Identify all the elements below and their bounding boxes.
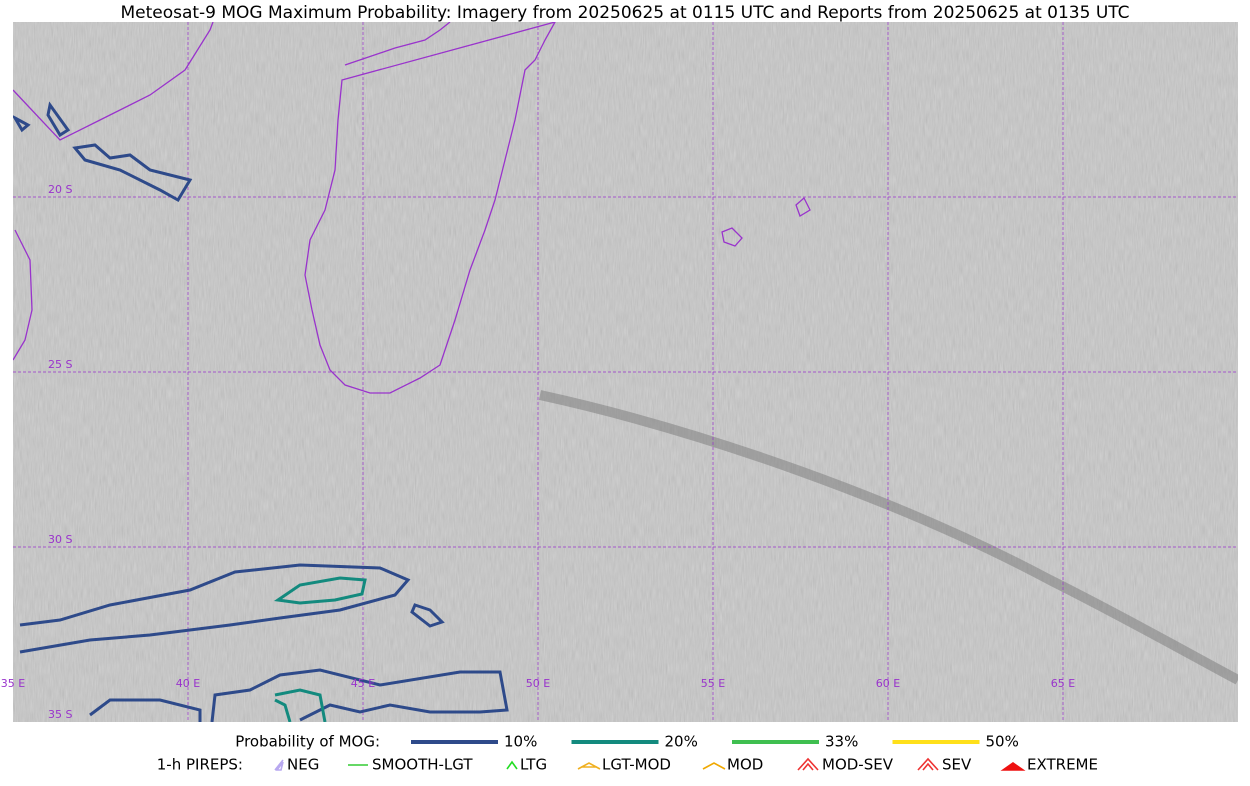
coastlines — [13, 22, 811, 394]
pirep-symbol — [1000, 762, 1026, 771]
title: Meteosat-9 MOG Maximum Probability: Imag… — [120, 3, 1129, 23]
lat-label: 30 S — [48, 533, 72, 546]
lon-label: 60 E — [876, 677, 900, 690]
lat-label: 25 S — [48, 358, 72, 371]
pirep-label: EXTREME — [1027, 756, 1098, 774]
lon-label: 40 E — [176, 677, 200, 690]
pirep-label: SMOOTH-LGT — [372, 756, 473, 774]
pirep-symbol — [797, 757, 819, 771]
legend-label: 10% — [504, 733, 537, 751]
legend-title: Probability of MOG: — [235, 733, 380, 751]
pirep-symbol — [917, 757, 939, 771]
contour-10-south — [19, 563, 509, 722]
contour-20 — [273, 576, 367, 722]
pirep-label: LTG — [520, 756, 547, 774]
pirep-label: MOD-SEV — [822, 756, 894, 774]
madagascar — [304, 22, 556, 394]
pireps-title: 1-h PIREPS: — [157, 756, 243, 774]
pirep-label: LGT-MOD — [602, 756, 671, 774]
pirep-label: MOD — [727, 756, 763, 774]
legend-label: 50% — [986, 733, 1019, 751]
pirep-label: SEV — [942, 756, 972, 774]
lat-label: 20 S — [48, 183, 72, 196]
map — [13, 22, 1238, 722]
legend-label: 20% — [665, 733, 698, 751]
contour-10 — [13, 101, 193, 203]
lon-label: 50 E — [526, 677, 550, 690]
pirep-symbol — [506, 760, 518, 770]
cloud-band — [538, 390, 1238, 685]
pirep-symbol — [577, 762, 601, 770]
graticule — [13, 22, 1238, 722]
mozambique-coast — [13, 22, 214, 141]
lon-label: 65 E — [1051, 677, 1075, 690]
lon-label: 35 E — [1, 677, 25, 690]
probability-contours — [13, 101, 509, 722]
pirep-symbol — [702, 762, 726, 770]
islands — [721, 196, 811, 247]
lon-label: 45 E — [351, 677, 375, 690]
lon-label: 55 E — [701, 677, 725, 690]
legend: Probability of MOG: 1-h PIREPS: 10% 20% 33… — [157, 733, 1098, 774]
africa-coast — [13, 229, 33, 361]
pirep-symbol — [274, 759, 284, 771]
legend-label: 33% — [825, 733, 858, 751]
lat-label: 35 S — [48, 708, 72, 721]
pirep-label: NEG — [287, 756, 319, 774]
